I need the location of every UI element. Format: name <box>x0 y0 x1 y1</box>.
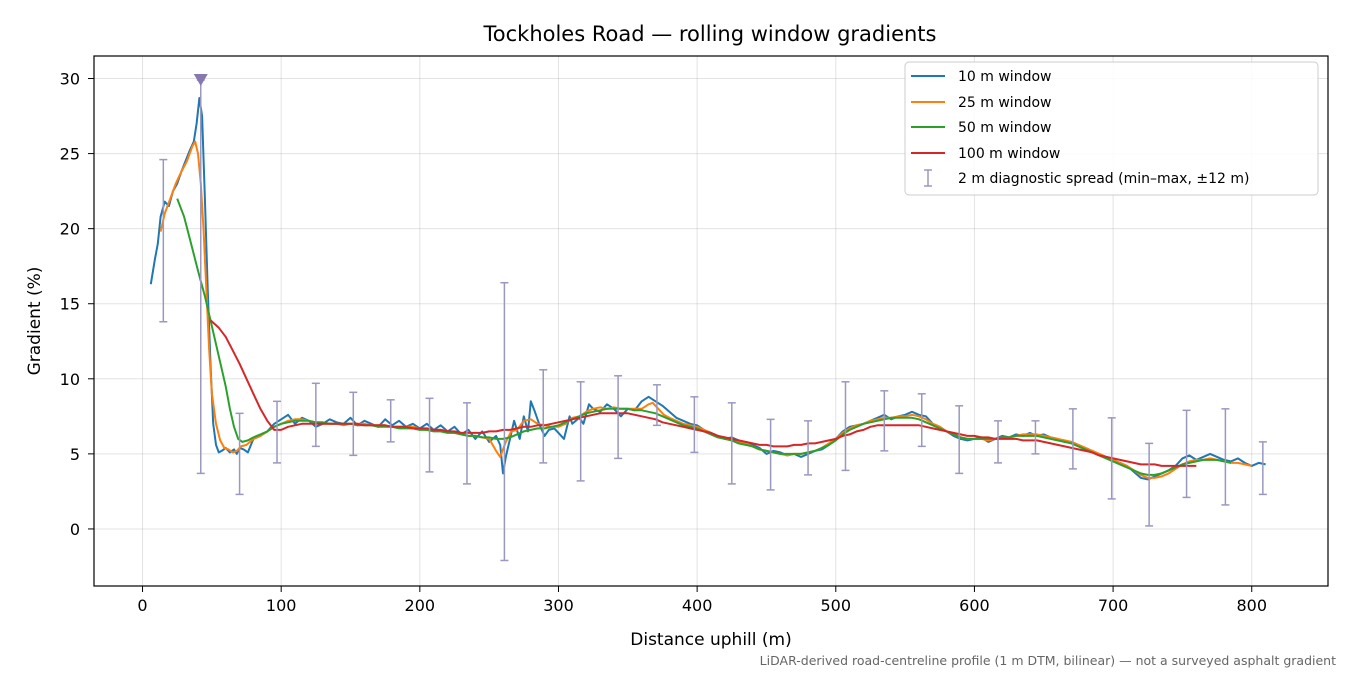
error-bar <box>235 412 244 496</box>
series-layer <box>149 97 1266 481</box>
error-bar <box>1068 408 1077 470</box>
y-axis-label: Gradient (%) <box>25 267 45 376</box>
error-bar <box>955 405 964 475</box>
error-bar <box>727 402 736 485</box>
x-axis-ticks: 0 100 200 300 400 500 600 700 800 <box>137 586 1267 615</box>
y-tick-label: 10 <box>60 370 80 389</box>
x-tick-label: 600 <box>959 596 990 615</box>
error-bar <box>652 384 661 427</box>
error-bar <box>425 397 434 473</box>
legend-label-1: 10 m window <box>958 69 1051 85</box>
error-bar <box>690 396 699 454</box>
marker-layer <box>193 74 208 87</box>
x-tick-label: 0 <box>137 596 147 615</box>
legend-label-2: 25 m window <box>958 95 1051 111</box>
y-axis-ticks: 0 5 10 15 20 25 30 <box>60 70 94 539</box>
x-tick-label: 700 <box>1098 596 1129 615</box>
legend: 10 m window 25 m window 50 m window 100 m w… <box>904 61 1319 196</box>
footnote: LiDAR-derived road-centreline profile (1… <box>760 653 1336 668</box>
legend-label-4: 100 m window <box>958 146 1060 162</box>
error-bar <box>1107 417 1116 500</box>
legend-box <box>904 61 1319 196</box>
x-tick-label: 400 <box>682 596 713 615</box>
x-axis-label: Distance uphill (m) <box>630 630 791 650</box>
error-bar <box>880 390 889 452</box>
grid-lines <box>94 56 1328 586</box>
chart-title: Tockholes Road — rolling window gradient… <box>483 22 937 46</box>
error-bar <box>159 158 168 323</box>
legend-label-errorbar: 2 m diagnostic spread (min–max, ±12 m) <box>958 171 1249 187</box>
x-tick-label: 800 <box>1236 596 1267 615</box>
error-bar <box>994 420 1003 464</box>
error-bar <box>1182 409 1191 499</box>
legend-label-3: 50 m window <box>958 120 1051 136</box>
error-bar <box>1258 441 1267 496</box>
error-bar <box>1145 442 1154 527</box>
y-tick-label: 5 <box>70 445 80 464</box>
error-bar <box>841 381 850 472</box>
error-bar <box>1031 420 1040 455</box>
error-bar <box>917 393 926 448</box>
plot-frame <box>93 55 1329 587</box>
series-line-4 <box>209 319 1197 467</box>
error-bar <box>500 281 509 562</box>
error-bar <box>614 375 623 460</box>
errorbar-layer <box>159 79 1267 562</box>
x-tick-label: 500 <box>821 596 852 615</box>
error-bar <box>766 418 775 491</box>
error-bar <box>539 369 548 464</box>
error-bar <box>804 420 813 476</box>
y-tick-label: 30 <box>60 70 80 89</box>
x-tick-label: 100 <box>266 596 297 615</box>
series-line-2 <box>159 140 1252 479</box>
legend-swatch-errorbar <box>924 169 932 187</box>
x-tick-label: 200 <box>405 596 436 615</box>
error-bar <box>462 402 471 485</box>
x-tick-label: 300 <box>543 596 574 615</box>
error-bar <box>576 381 585 482</box>
y-tick-label: 25 <box>60 145 80 164</box>
error-bar <box>386 399 395 443</box>
y-tick-label: 15 <box>60 295 80 314</box>
error-bar <box>1221 408 1230 506</box>
error-bar <box>311 382 320 448</box>
error-bar <box>273 400 282 464</box>
y-tick-label: 20 <box>60 220 80 239</box>
peak-marker <box>193 74 208 87</box>
error-bar <box>349 391 358 457</box>
y-tick-label: 0 <box>70 520 80 539</box>
